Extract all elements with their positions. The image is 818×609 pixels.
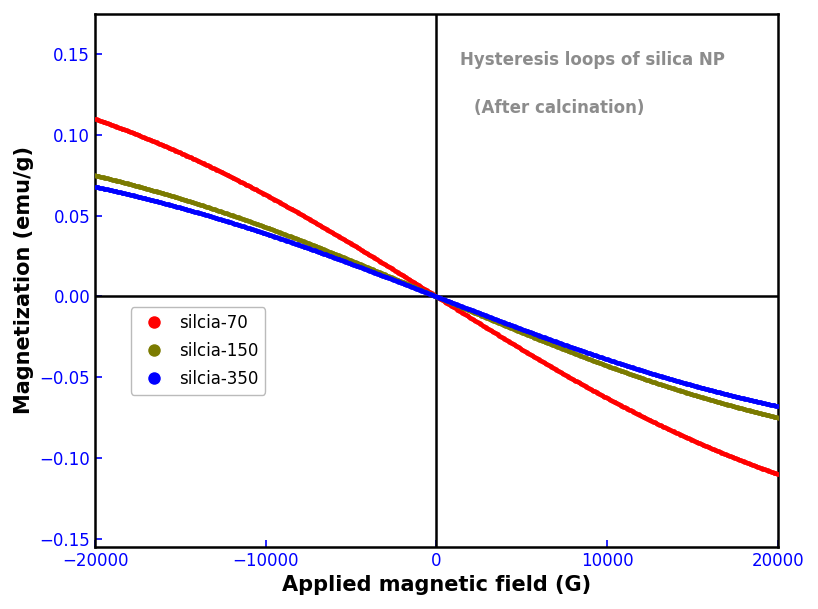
silcia-350 (90, 183, 100, 190)
silcia-350 (608, 357, 618, 365)
silcia-350 (487, 314, 497, 322)
Line: silcia-150: silcia-150 (93, 174, 780, 419)
Text: Hysteresis loops of silica NP: Hysteresis loops of silica NP (461, 51, 726, 69)
silcia-70 (90, 115, 100, 122)
silcia-70 (505, 338, 515, 345)
silcia-150 (608, 364, 618, 371)
silcia-350 (773, 403, 783, 410)
silcia-70 (132, 131, 142, 138)
silcia-350 (505, 321, 515, 328)
silcia-150 (505, 324, 515, 331)
silcia-150 (90, 172, 100, 179)
silcia-150 (525, 332, 535, 339)
silcia-70 (487, 327, 497, 334)
silcia-350 (132, 192, 142, 200)
silcia-70 (773, 470, 783, 477)
silcia-150 (132, 182, 142, 189)
Legend: silcia-70, silcia-150, silcia-350: silcia-70, silcia-150, silcia-350 (131, 307, 265, 395)
Text: (After calcination): (After calcination) (474, 99, 645, 117)
silcia-70 (608, 398, 618, 405)
silcia-150 (487, 316, 497, 323)
Line: silcia-70: silcia-70 (93, 118, 780, 476)
silcia-150 (678, 388, 688, 395)
silcia-70 (525, 351, 535, 358)
silcia-350 (678, 379, 688, 386)
silcia-150 (773, 414, 783, 421)
silcia-70 (678, 432, 688, 440)
Line: silcia-350: silcia-350 (93, 185, 780, 408)
X-axis label: Applied magnetic field (G): Applied magnetic field (G) (282, 575, 591, 595)
Y-axis label: Magnetization (emu/g): Magnetization (emu/g) (14, 146, 34, 414)
silcia-350 (525, 328, 535, 336)
